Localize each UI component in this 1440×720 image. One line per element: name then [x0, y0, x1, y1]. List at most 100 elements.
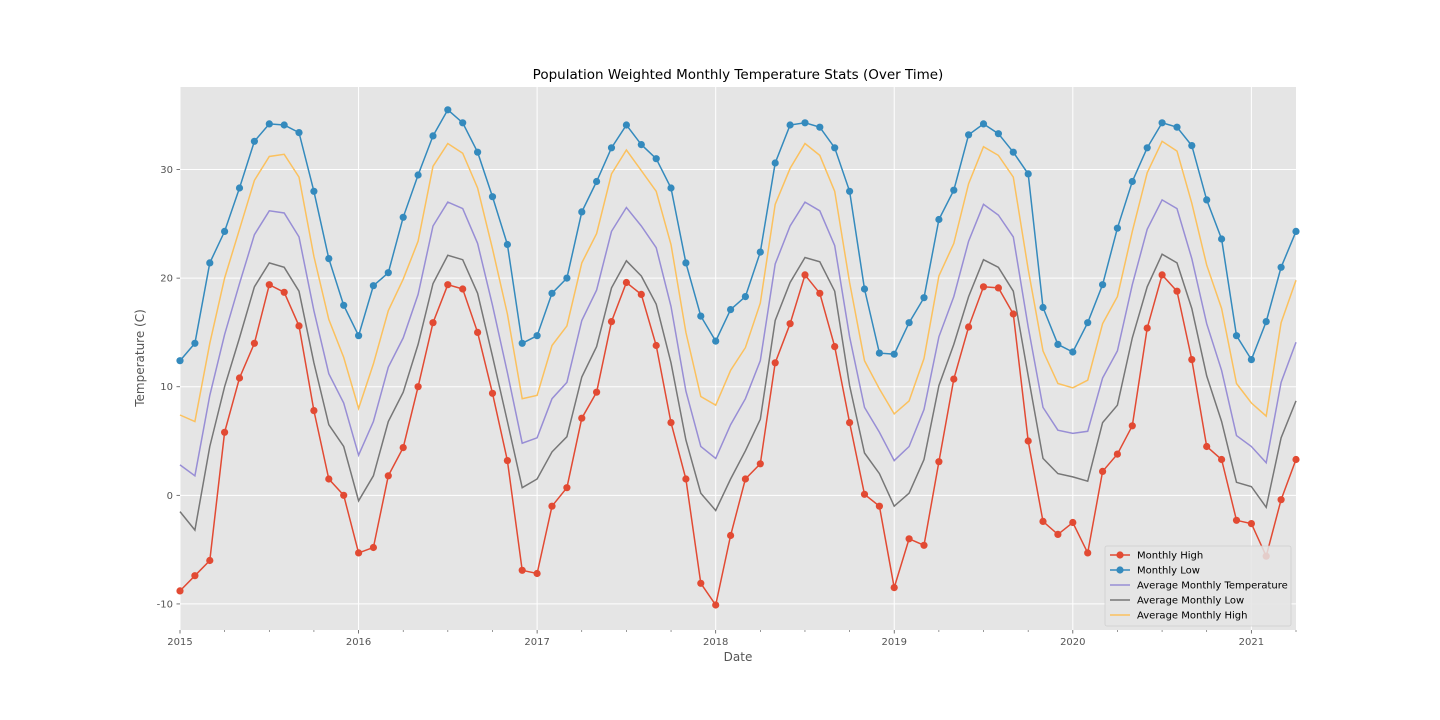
data-point	[355, 549, 363, 557]
data-point	[563, 484, 571, 492]
data-point	[295, 322, 303, 330]
data-point	[548, 502, 556, 510]
data-point	[578, 414, 586, 422]
data-point	[979, 120, 988, 128]
data-point	[325, 475, 333, 483]
data-point	[235, 374, 244, 382]
legend-label: Average Monthly Temperature	[1137, 581, 1288, 592]
data-point	[741, 293, 750, 301]
data-point	[816, 289, 824, 297]
x-tick-label: 2015	[167, 637, 192, 648]
data-point	[622, 278, 631, 287]
data-point	[488, 389, 497, 397]
data-point	[622, 121, 631, 129]
data-point	[920, 541, 928, 549]
data-point	[280, 288, 288, 296]
data-point	[935, 215, 943, 224]
data-point	[905, 319, 913, 327]
data-point	[444, 281, 452, 289]
data-point	[1203, 196, 1211, 204]
data-point	[994, 130, 1003, 138]
data-point	[1099, 281, 1107, 289]
chart-legend: Monthly High Monthly Low Average Monthly T…	[1104, 545, 1292, 627]
data-point	[846, 419, 854, 427]
data-point	[1054, 340, 1062, 348]
data-point	[1203, 442, 1211, 451]
data-point	[890, 350, 898, 358]
data-point	[340, 301, 348, 309]
data-point	[250, 137, 258, 145]
data-point	[801, 119, 809, 127]
data-point	[593, 177, 601, 186]
x-tick-label: 2020	[1060, 637, 1085, 648]
data-point	[355, 332, 363, 340]
series-line	[179, 108, 1297, 362]
data-point	[1277, 496, 1285, 504]
y-tick-label: -10	[157, 599, 173, 610]
data-point	[1173, 287, 1181, 295]
legend-item: Monthly High	[1110, 551, 1203, 562]
series-average-monthly-high	[179, 140, 1297, 423]
data-point	[176, 587, 184, 595]
data-point	[1113, 224, 1121, 232]
data-point	[429, 132, 437, 140]
data-point	[1054, 530, 1062, 539]
data-point	[682, 259, 690, 267]
x-axis-label: Date	[724, 650, 753, 664]
data-point	[1039, 517, 1047, 526]
series-line	[179, 273, 1297, 607]
series-monthly-low	[176, 106, 1300, 365]
series-line	[179, 198, 1297, 478]
series-average-monthly-temperature	[179, 198, 1297, 478]
data-point	[697, 312, 705, 320]
legend-label: Average Monthly High	[1137, 611, 1247, 622]
data-point	[474, 148, 482, 156]
data-point	[340, 491, 348, 499]
data-point	[950, 186, 958, 194]
data-point	[1009, 310, 1017, 318]
x-tick-label: 2016	[346, 637, 371, 648]
data-point	[860, 285, 869, 293]
data-point	[399, 444, 407, 452]
data-point	[518, 339, 526, 347]
data-point	[756, 248, 764, 256]
data-point	[1188, 142, 1196, 150]
y-tick-label: 0	[167, 491, 173, 502]
legend-marker-swatch	[1116, 551, 1124, 559]
series-lines	[176, 106, 1300, 609]
data-point	[727, 306, 735, 314]
data-point	[786, 121, 794, 129]
data-point	[1113, 450, 1121, 458]
data-point	[756, 460, 764, 468]
series-average-monthly-low	[179, 253, 1297, 532]
data-point	[533, 332, 541, 340]
data-point	[875, 502, 884, 510]
data-point	[1009, 148, 1017, 156]
data-point	[786, 320, 794, 328]
data-point	[563, 274, 571, 282]
data-point	[414, 171, 422, 179]
data-point	[816, 123, 824, 131]
data-point	[221, 227, 229, 235]
data-point	[295, 129, 303, 137]
x-tick-label: 2018	[703, 637, 728, 648]
data-point	[503, 457, 511, 465]
data-point	[637, 141, 645, 149]
data-point	[1069, 348, 1077, 356]
data-point	[652, 341, 660, 350]
data-point	[1128, 177, 1136, 186]
data-point	[593, 388, 601, 396]
data-point	[994, 284, 1003, 292]
data-point	[221, 428, 229, 436]
data-point	[235, 184, 244, 192]
data-point	[191, 339, 199, 347]
data-point	[667, 419, 675, 427]
data-point	[1247, 520, 1255, 528]
data-point	[771, 159, 779, 167]
data-point	[384, 269, 392, 277]
data-point	[1084, 319, 1092, 327]
data-point	[265, 281, 273, 289]
data-point	[1292, 455, 1300, 464]
data-point	[965, 323, 973, 331]
